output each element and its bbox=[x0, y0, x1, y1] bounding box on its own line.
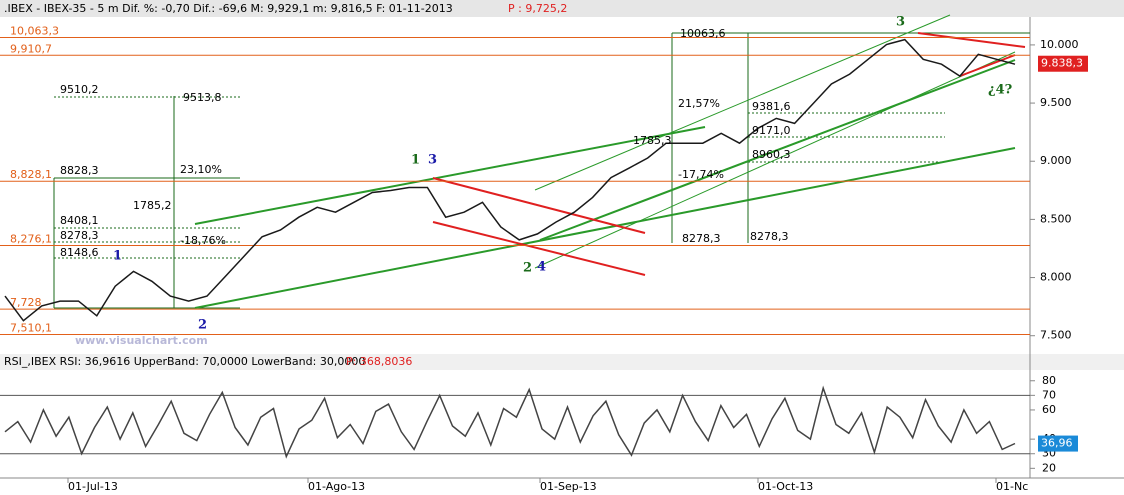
rsi-title-price: P: 368,8036 bbox=[346, 355, 412, 368]
level-label: 8,276,1 bbox=[10, 232, 52, 245]
x-tick-label: 01-Jul-13 bbox=[68, 480, 118, 493]
level-label: 10,063,3 bbox=[10, 25, 59, 38]
annotation: 9513,8 bbox=[183, 91, 222, 104]
wave-label: 3 bbox=[896, 15, 905, 30]
annotation: 9510,2 bbox=[60, 83, 99, 96]
last-price-label: 9.838,3 bbox=[1041, 57, 1083, 70]
x-tick-label: 01-Ago-13 bbox=[308, 480, 365, 493]
header-price: P : 9,725,2 bbox=[508, 2, 567, 15]
wave-label: 1 bbox=[113, 249, 122, 264]
annotation: 9381,6 bbox=[752, 100, 791, 113]
level-label: 9,910,7 bbox=[10, 42, 52, 55]
annotation: 8148,6 bbox=[60, 246, 99, 259]
level-label: 8,828,1 bbox=[10, 168, 52, 181]
annotation: 8960,3 bbox=[752, 148, 791, 161]
y-tick-label: 10.000 bbox=[1040, 38, 1079, 51]
wave-label: 3 bbox=[428, 153, 437, 168]
rsi-title: RSI_,IBEX RSI: 36,9616 UpperBand: 70,000… bbox=[4, 355, 365, 368]
y-tick-label: 9.000 bbox=[1040, 154, 1072, 167]
y-tick-label: 7.500 bbox=[1040, 329, 1072, 342]
annotation: 8828,3 bbox=[60, 164, 99, 177]
rsi-value-label: 36,96 bbox=[1041, 437, 1073, 450]
wave-label: 2 bbox=[523, 261, 532, 276]
y-tick-label: 8.500 bbox=[1040, 212, 1072, 225]
rsi-value-box bbox=[1038, 435, 1078, 452]
wave-label: 2 bbox=[198, 318, 207, 333]
annotation: 8278,3 bbox=[682, 232, 721, 245]
annotation: 10063,6 bbox=[680, 27, 726, 40]
level-label: 7,728 bbox=[10, 296, 42, 309]
price-line bbox=[4, 385, 1016, 459]
annotation: 8278,3 bbox=[60, 229, 99, 242]
annotation: 8278,3 bbox=[750, 230, 789, 243]
annotation: 8408,1 bbox=[60, 214, 99, 227]
annotation: 23,10% bbox=[180, 163, 222, 176]
y-tick-label: 8.000 bbox=[1040, 271, 1072, 284]
rsi-header-bar bbox=[0, 354, 1124, 370]
price-line bbox=[4, 38, 1016, 322]
wave-label: ¿4? bbox=[988, 83, 1013, 98]
guides bbox=[53, 32, 1030, 309]
annotation: 1785,3 bbox=[633, 134, 672, 147]
x-tick-label: 01-Oct-13 bbox=[758, 480, 813, 493]
y-tick-label: 70 bbox=[1042, 388, 1056, 401]
annotation: -18,76% bbox=[180, 234, 226, 247]
last-price-box bbox=[1038, 55, 1088, 72]
y-tick-label: 9.500 bbox=[1040, 96, 1072, 109]
trend-lines bbox=[194, 14, 1026, 309]
header-text: .IBEX - IBEX-35 - 5 m Dif. %: -0,70 Dif.… bbox=[4, 2, 453, 15]
x-tick-label: 01-Nc bbox=[996, 480, 1028, 493]
y-tick-label: 60 bbox=[1042, 403, 1056, 416]
annotation: -17,74% bbox=[678, 168, 724, 181]
annotation: 9171,0 bbox=[752, 124, 791, 137]
x-tick-label: 01-Sep-13 bbox=[540, 480, 597, 493]
annotation: 1785,2 bbox=[133, 199, 172, 212]
wave-label: 4 bbox=[537, 260, 546, 275]
annotation: 21,57% bbox=[678, 97, 720, 110]
wave-label: 1 bbox=[411, 153, 420, 168]
y-tick-label: 20 bbox=[1042, 461, 1056, 474]
watermark: www.visualchart.com bbox=[75, 334, 208, 347]
header-bar bbox=[0, 0, 1124, 17]
y-tick-label: 80 bbox=[1042, 374, 1056, 387]
level-label: 7,510,1 bbox=[10, 322, 52, 335]
